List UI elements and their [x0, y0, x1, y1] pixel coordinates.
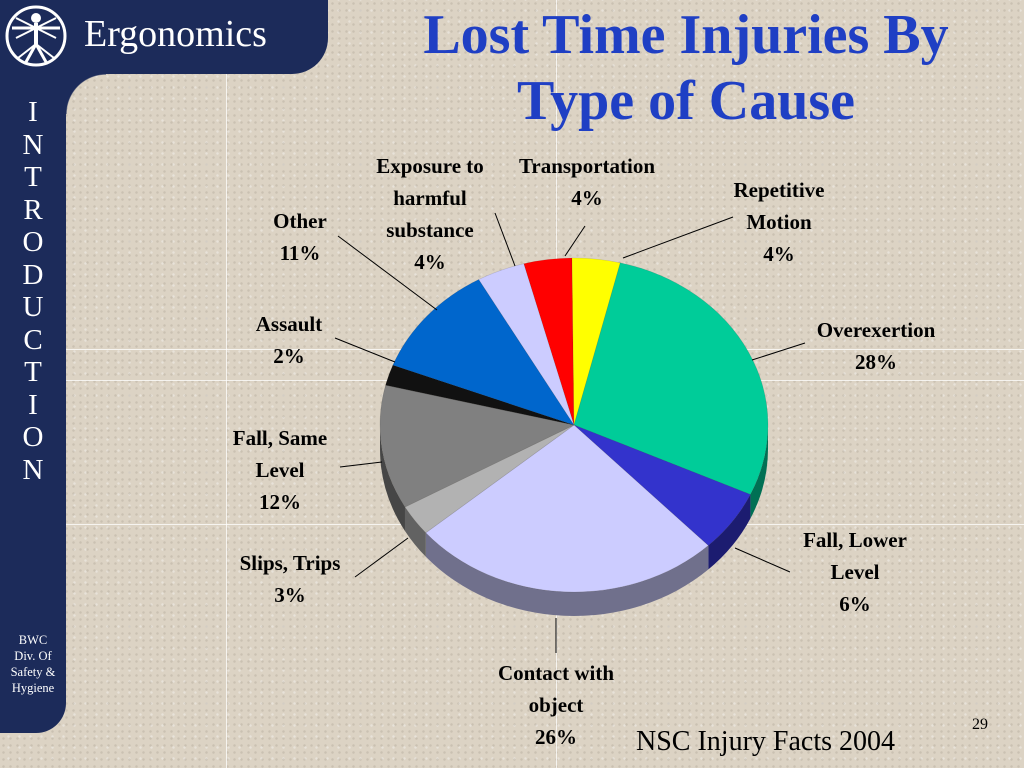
vitruvian-man-icon [5, 5, 67, 67]
pie-leader-line [564, 225, 586, 257]
pie-slice [404, 424, 575, 534]
pie-category-label: Transportation [519, 154, 655, 178]
pie-depth [380, 425, 768, 616]
pie-category-label: Fall, Lower [803, 528, 907, 552]
pie-value-label: 12% [259, 490, 301, 514]
pie-category-label: Slips, Trips [240, 551, 341, 575]
pie-labels: Transportation 4% Repetitive Motion 4% Overex… [233, 154, 936, 749]
pie-value-label: 4% [414, 250, 446, 274]
pie-category-label: Contact with [498, 661, 614, 685]
pie-category-label: Exposure to [376, 154, 484, 178]
pie-value-label: 11% [280, 241, 321, 265]
pie-slice [571, 257, 621, 426]
pie-category-label: Overexertion [817, 318, 936, 342]
pie-category-label: Level [256, 458, 305, 482]
sidebar-letter: U [22, 291, 44, 323]
slide-title: Lost Time Injuries By Type of Cause [346, 2, 1024, 134]
org-line: Hygiene [11, 681, 55, 695]
pie-slice [523, 257, 575, 426]
pie-leader-line [354, 537, 409, 578]
grid-line-vertical [226, 0, 227, 768]
org-line: Safety & [10, 665, 56, 679]
pie-value-label: 4% [763, 242, 795, 266]
pie-slice [573, 262, 769, 495]
pie-slice-side [425, 532, 709, 616]
pie-value-label: 2% [273, 344, 305, 368]
title-line: Lost Time Injuries By [423, 4, 949, 66]
title-line: Type of Cause [516, 70, 856, 132]
pie-value-label: 6% [839, 592, 871, 616]
pie-value-label: 3% [274, 583, 306, 607]
sidebar-letter: C [23, 323, 43, 356]
org-line: Div. Of [14, 649, 52, 663]
pie-category-label: Level [831, 560, 880, 584]
pie-category-label: substance [386, 218, 474, 242]
sidebar-letter: T [24, 356, 42, 388]
sidebar-letter: I [28, 96, 38, 128]
sidebar-vertical-text: I N T R O D U C T I O N [0, 96, 66, 486]
pie-category-label: Fall, Same [233, 426, 328, 450]
brand-name: Ergonomics [84, 13, 267, 55]
pie-leader-line [734, 547, 791, 573]
organization-label: BWC Div. Of Safety & Hygiene [0, 632, 66, 696]
pie-slice-side [750, 425, 768, 519]
pie-slices [379, 257, 769, 593]
pie-category-label: Repetitive [734, 178, 825, 202]
pie-leader-line [494, 212, 516, 267]
pie-slice [385, 364, 575, 426]
pie-category-label: Motion [746, 210, 812, 234]
sidebar [0, 0, 66, 733]
sidebar-letter: N [22, 128, 44, 161]
sidebar-letter: I [28, 388, 38, 421]
pie-value-label: 28% [855, 350, 897, 374]
pie-slice [392, 279, 575, 426]
pie-slice [573, 424, 751, 546]
pie-slice-side [404, 506, 426, 557]
sidebar-letter: D [22, 258, 44, 291]
pie-slice-side [380, 425, 405, 531]
pie-category-label: object [529, 693, 584, 717]
pie-leader-line [622, 216, 734, 259]
pie-category-label: Assault [256, 312, 323, 336]
sidebar-corner [66, 74, 106, 114]
pie-leader-line [751, 342, 806, 361]
sidebar-letter: N [22, 453, 44, 486]
sidebar-letter: O [22, 226, 44, 258]
pie-slice [379, 384, 575, 508]
pie-category-label: Other [273, 209, 327, 233]
pie-value-label: 26% [535, 725, 577, 749]
pie-leader-line [334, 337, 396, 363]
pie-slice [425, 424, 709, 593]
pie-leader-line [339, 461, 383, 468]
sidebar-letter: R [23, 193, 43, 226]
sidebar-letter: O [22, 421, 44, 453]
pie-leader-line [337, 235, 438, 311]
pie-slice [478, 263, 575, 426]
source-citation: NSC Injury Facts 2004 [636, 726, 895, 757]
sidebar-letter: T [24, 161, 42, 193]
page-number: 29 [972, 716, 988, 733]
pie-category-label: harmful [393, 186, 467, 210]
pie-value-label: 4% [571, 186, 603, 210]
pie-slice-side [708, 494, 751, 570]
org-line: BWC [18, 633, 48, 647]
